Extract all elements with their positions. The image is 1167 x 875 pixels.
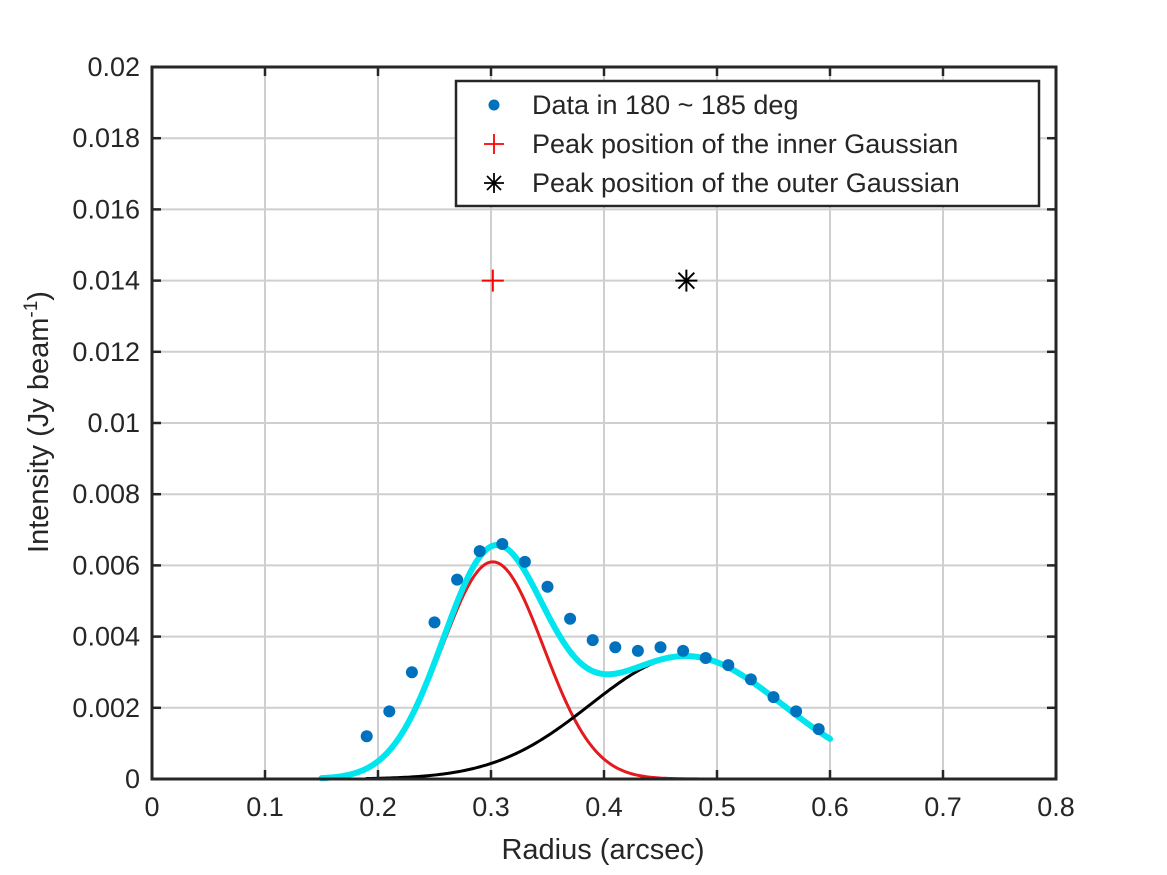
data-point [451,573,464,586]
x-tick-label: 0.1 [246,792,284,822]
data-point [518,555,531,568]
x-tick-label: 0.6 [811,792,849,822]
y-axis-label-exponent: -1 [21,301,42,318]
outer-peak-marker [675,269,698,292]
tick-labels: 0 0.1 0.2 0.3 0.4 0.5 0.6 0.7 0.8 0 0.002 0.004 0.00… [72,52,1074,822]
total-fit-curve [318,541,833,782]
data-point [496,538,509,551]
y-tick-label: 0.012 [72,337,140,367]
y-tick-label: 0.014 [72,266,140,296]
x-tick-label: 0 [144,792,159,822]
ticks [150,65,1058,781]
x-tick-label: 0.7 [924,792,962,822]
data-point [609,641,622,654]
data-point [744,673,757,686]
y-tick-label: 0.01 [87,408,140,438]
data-point [473,545,486,558]
data-point [541,580,554,593]
data-point [428,616,441,629]
legend-box [454,79,1041,208]
data-point [383,705,396,718]
y-axis-label: Intensity (Jy beam-1) [21,291,55,553]
data-point [767,691,780,704]
y-tick-label: 0 [125,764,140,794]
y-tick-label: 0.008 [72,479,140,509]
legend-marker-data [488,99,500,111]
data-point [722,659,735,672]
x-tick-label: 0.8 [1037,792,1075,822]
data-point [699,651,712,664]
data-point [586,634,599,647]
y-tick-label: 0.006 [72,550,140,580]
x-tick-label: 0.4 [585,792,623,822]
data-point [790,705,803,718]
data-point [360,730,373,743]
x-tick-label: 0.2 [359,792,397,822]
legend-label-outer-peak: Peak position of the outer Gaussian [532,168,960,198]
data-point [405,666,418,679]
legend-marker-inner-peak [484,134,504,154]
data-point [654,641,667,654]
data-point [631,644,644,657]
inner-peak-marker [481,269,504,292]
data-point [677,644,690,657]
legend-label-data: Data in 180 ~ 185 deg [532,90,798,120]
y-tick-label: 0.016 [72,194,140,224]
y-tick-label: 0.002 [72,693,140,723]
legend-marker-outer-peak [484,173,504,193]
x-tick-label: 0.3 [472,792,510,822]
x-axis-label: Radius (arcsec) [501,834,704,866]
data-point [812,723,825,736]
data-points [360,538,825,743]
legend: Data in 180 ~ 185 deg Peak position of t… [454,79,1041,208]
curves [318,541,833,782]
legend-label-inner-peak: Peak position of the inner Gaussian [532,129,958,159]
peak-markers [481,269,698,292]
y-axis-label-main: Intensity (Jy beam [23,318,55,553]
y-tick-label: 0.02 [87,52,140,82]
x-tick-label: 0.5 [698,792,736,822]
y-tick-label: 0.004 [72,622,140,652]
y-axis-label-close: ) [23,291,55,301]
data-point [564,612,577,625]
y-tick-label: 0.018 [72,123,140,153]
